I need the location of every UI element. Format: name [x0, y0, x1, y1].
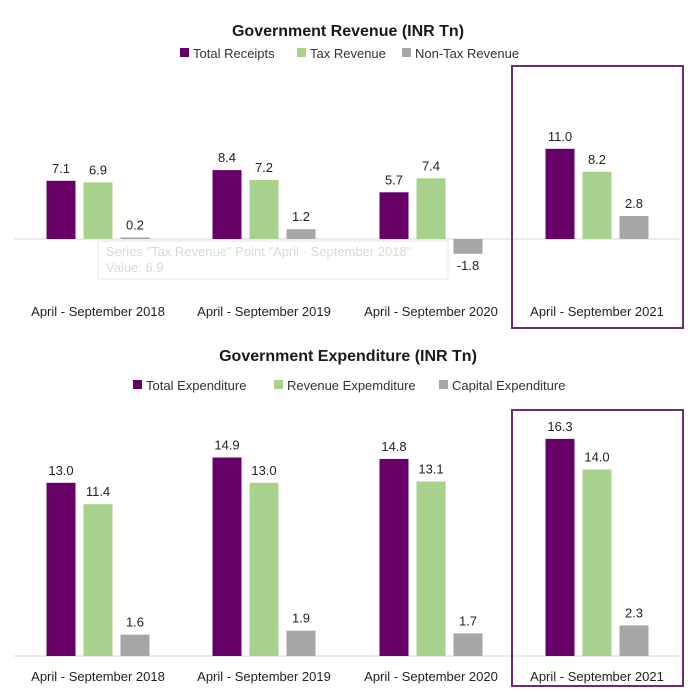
tooltip-line-1: Series "Tax Revenue" Point "April - Sept…: [106, 244, 412, 259]
bar-revenue: [83, 182, 113, 239]
bar-revenue: [249, 482, 279, 656]
legend-swatch-tax-revenue: [297, 48, 306, 57]
x-tick-label: April - September 2019: [197, 669, 331, 684]
data-label: -1.8: [457, 258, 479, 273]
x-tick-label: April - September 2021: [530, 304, 664, 319]
bar-other: [120, 634, 150, 656]
bar-other: [619, 625, 649, 656]
x-tick-label: April - September 2018: [31, 669, 165, 684]
chart-tooltip: Series "Tax Revenue" Point "April - Sept…: [97, 240, 449, 280]
bar-revenue: [249, 180, 279, 239]
data-label: 7.2: [255, 160, 273, 175]
bar-total: [46, 482, 76, 656]
legend-swatch-total-receipts: [180, 48, 189, 57]
legend-label-total-expenditure: Total Expenditure: [146, 378, 246, 393]
bar-other: [453, 633, 483, 656]
legend-swatch-revenue-expenditure: [274, 380, 283, 389]
data-label: 1.9: [292, 611, 310, 626]
tooltip-line-2: Value: 6.9: [106, 260, 164, 275]
data-label: 14.8: [381, 439, 406, 454]
data-label: 16.3: [547, 419, 572, 434]
bar-total: [545, 148, 575, 239]
revenue-bars: [46, 148, 649, 254]
x-tick-label: April - September 2019: [197, 304, 331, 319]
data-label: 13.1: [418, 462, 443, 477]
data-label: 1.6: [126, 615, 144, 630]
revenue-legend: Total Receipts Tax Revenue Non-Tax Reven…: [180, 46, 519, 61]
data-label: 6.9: [89, 162, 107, 177]
revenue-chart: Government Revenue (INR Tn) Total Receip…: [14, 23, 684, 329]
data-label: 2.3: [625, 605, 643, 620]
data-label: 8.4: [218, 150, 236, 165]
bar-other: [619, 216, 649, 239]
bar-total: [46, 180, 76, 239]
data-label: 0.2: [126, 217, 144, 232]
data-label: 14.9: [214, 438, 239, 453]
expenditure-legend: Total Expenditure Revenue Expemditure Ca…: [133, 378, 565, 393]
data-label: 14.0: [584, 450, 609, 465]
x-tick-label: April - September 2020: [364, 669, 498, 684]
highlight-box-expenditure-2021: [511, 409, 684, 687]
bar-revenue: [582, 469, 612, 656]
data-label: 8.2: [588, 152, 606, 167]
legend-swatch-total-expenditure: [133, 380, 142, 389]
revenue-data-labels: 7.1 8.4 5.7 11.0 6.9 7.2 7.4 8.2 0.2 1.2 -1.8 2.8: [52, 129, 643, 273]
legend-label-capital-expenditure: Capital Expenditure: [452, 378, 565, 393]
tooltip-box: [97, 240, 449, 280]
bar-revenue: [582, 171, 612, 239]
bar-other: [453, 239, 483, 254]
x-tick-label: April - September 2020: [364, 304, 498, 319]
bar-revenue: [83, 504, 113, 656]
legend-swatch-non-tax-revenue: [402, 48, 411, 57]
highlight-box-revenue-2021: [511, 65, 684, 329]
revenue-chart-title: Government Revenue (INR Tn): [232, 23, 464, 40]
bar-revenue: [416, 178, 446, 239]
expenditure-chart: Government Expenditure (INR Tn) Total Ex…: [14, 348, 684, 687]
x-tick-label: April - September 2018: [31, 304, 165, 319]
revenue-x-axis: April - September 2018 April - September…: [31, 304, 664, 319]
expenditure-chart-title: Government Expenditure (INR Tn): [219, 348, 477, 365]
bar-total: [212, 170, 242, 239]
legend-swatch-capital-expenditure: [439, 380, 448, 389]
data-label: 13.0: [251, 463, 276, 478]
legend-label-tax-revenue: Tax Revenue: [310, 46, 386, 61]
data-label: 7.1: [52, 161, 70, 176]
data-label: 11.4: [86, 484, 110, 499]
legend-label-total-receipts: Total Receipts: [193, 46, 275, 61]
data-label: 7.4: [422, 158, 440, 173]
data-label: 5.7: [385, 172, 403, 187]
expenditure-data-labels: 13.0 14.9 14.8 16.3 11.4 13.0 13.1 14.0 1.6 1.9 1.…: [48, 419, 643, 630]
data-label: 13.0: [48, 463, 73, 478]
data-label: 1.7: [459, 613, 477, 628]
expenditure-bars: [46, 438, 649, 656]
data-label: 1.2: [292, 209, 310, 224]
data-label: 2.8: [625, 196, 643, 211]
data-label: 11.0: [548, 129, 572, 144]
bar-revenue: [416, 481, 446, 656]
bar-total: [212, 457, 242, 656]
bar-total: [379, 458, 409, 656]
bar-other: [120, 237, 150, 239]
expenditure-x-axis: April - September 2018 April - September…: [31, 669, 664, 684]
legend-label-non-tax-revenue: Non-Tax Revenue: [415, 46, 519, 61]
x-tick-label: April - September 2021: [530, 669, 664, 684]
legend-label-revenue-expenditure: Revenue Expemditure: [287, 378, 416, 393]
bar-total: [545, 438, 575, 656]
bar-other: [286, 630, 316, 656]
bar-total: [379, 192, 409, 239]
bar-other: [286, 229, 316, 239]
